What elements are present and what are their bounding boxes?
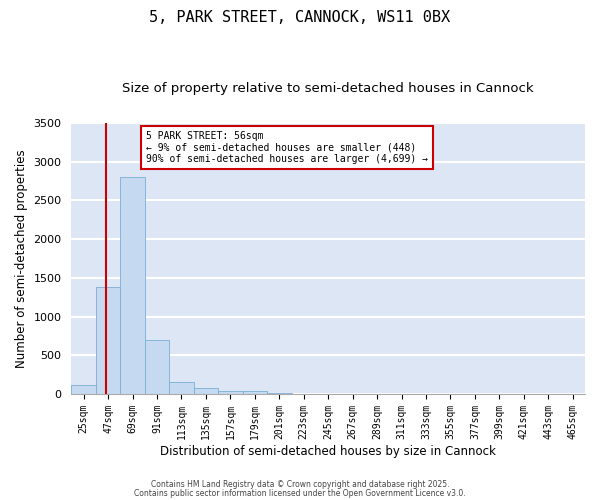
- Bar: [267, 393, 292, 394]
- Y-axis label: Number of semi-detached properties: Number of semi-detached properties: [15, 149, 28, 368]
- Title: Size of property relative to semi-detached houses in Cannock: Size of property relative to semi-detach…: [122, 82, 534, 96]
- Bar: [71, 384, 96, 394]
- Bar: [169, 382, 194, 394]
- Bar: [194, 388, 218, 394]
- X-axis label: Distribution of semi-detached houses by size in Cannock: Distribution of semi-detached houses by …: [160, 444, 496, 458]
- Bar: [96, 287, 121, 394]
- Bar: [121, 177, 145, 394]
- Text: 5 PARK STREET: 56sqm
← 9% of semi-detached houses are smaller (448)
90% of semi-: 5 PARK STREET: 56sqm ← 9% of semi-detach…: [146, 131, 428, 164]
- Text: 5, PARK STREET, CANNOCK, WS11 0BX: 5, PARK STREET, CANNOCK, WS11 0BX: [149, 10, 451, 25]
- Text: Contains public sector information licensed under the Open Government Licence v3: Contains public sector information licen…: [134, 488, 466, 498]
- Text: Contains HM Land Registry data © Crown copyright and database right 2025.: Contains HM Land Registry data © Crown c…: [151, 480, 449, 489]
- Bar: [242, 392, 267, 394]
- Bar: [145, 340, 169, 394]
- Bar: [218, 391, 242, 394]
